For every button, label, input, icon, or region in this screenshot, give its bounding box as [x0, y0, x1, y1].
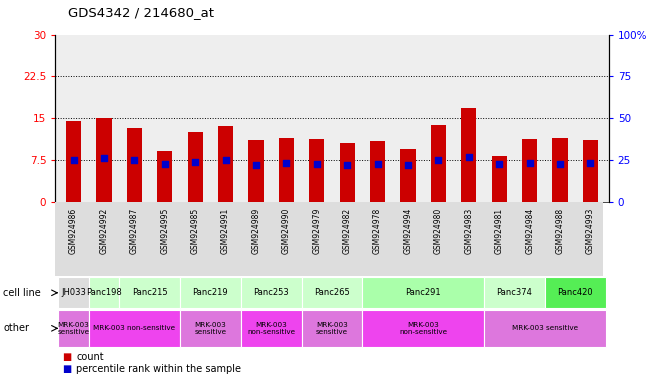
Bar — [59, 277, 89, 308]
Bar — [553, 137, 568, 202]
Bar — [157, 152, 173, 202]
Point — [585, 160, 596, 166]
Bar — [187, 132, 203, 202]
Text: Panc219: Panc219 — [193, 288, 229, 297]
Bar — [59, 310, 89, 347]
Text: Panc291: Panc291 — [406, 288, 441, 297]
Bar — [484, 310, 605, 347]
Text: cell line: cell line — [3, 288, 41, 298]
Text: GSM924989: GSM924989 — [251, 208, 260, 254]
Point — [494, 161, 505, 167]
Text: GSM924995: GSM924995 — [160, 208, 169, 254]
Text: MRK-003 sensitive: MRK-003 sensitive — [512, 325, 578, 331]
Bar — [241, 277, 301, 308]
Point — [281, 160, 292, 166]
Text: GSM924987: GSM924987 — [130, 208, 139, 254]
Bar — [119, 277, 180, 308]
Point — [99, 155, 109, 161]
Text: GSM924984: GSM924984 — [525, 208, 534, 254]
Text: GSM924986: GSM924986 — [69, 208, 78, 254]
Bar — [301, 310, 363, 347]
Bar — [127, 127, 142, 202]
Text: GSM924981: GSM924981 — [495, 208, 504, 254]
Point — [433, 157, 443, 163]
Text: GSM924985: GSM924985 — [191, 208, 200, 254]
Text: GSM924992: GSM924992 — [100, 208, 109, 254]
Point — [312, 161, 322, 167]
Bar — [180, 277, 241, 308]
Bar — [363, 277, 484, 308]
Bar — [218, 126, 233, 202]
Bar — [301, 277, 363, 308]
Text: GSM924980: GSM924980 — [434, 208, 443, 254]
Text: MRK-003
sensitive: MRK-003 sensitive — [195, 322, 227, 335]
Text: count: count — [76, 352, 104, 362]
Point — [342, 162, 352, 169]
Bar — [545, 277, 605, 308]
Point — [525, 160, 535, 166]
Bar — [431, 125, 446, 202]
Point — [129, 157, 139, 163]
Text: GSM924982: GSM924982 — [342, 208, 352, 254]
Bar — [370, 141, 385, 202]
Bar — [241, 310, 301, 347]
Text: MRK-003
sensitive: MRK-003 sensitive — [316, 322, 348, 335]
Point — [68, 157, 79, 163]
Bar — [340, 143, 355, 202]
Text: Panc253: Panc253 — [253, 288, 289, 297]
Point — [464, 154, 474, 160]
Text: Panc215: Panc215 — [132, 288, 167, 297]
Text: other: other — [3, 323, 29, 333]
Point — [403, 162, 413, 169]
Text: GSM924993: GSM924993 — [586, 208, 595, 254]
Text: GDS4342 / 214680_at: GDS4342 / 214680_at — [68, 6, 214, 19]
Bar — [96, 118, 111, 202]
Point — [221, 157, 231, 163]
Bar — [89, 310, 180, 347]
Point — [251, 162, 261, 169]
Bar — [461, 108, 477, 202]
Text: GSM924988: GSM924988 — [555, 208, 564, 254]
Bar — [492, 156, 507, 202]
Text: Panc198: Panc198 — [86, 288, 122, 297]
Text: MRK-003
non-sensitive: MRK-003 non-sensitive — [247, 322, 296, 335]
Bar — [309, 139, 324, 202]
Text: Panc374: Panc374 — [497, 288, 533, 297]
Text: GSM924978: GSM924978 — [373, 208, 382, 254]
Text: percentile rank within the sample: percentile rank within the sample — [76, 364, 241, 374]
Text: MRK-003
sensitive: MRK-003 sensitive — [57, 322, 90, 335]
Bar — [66, 121, 81, 202]
Bar — [180, 310, 241, 347]
Text: GSM924991: GSM924991 — [221, 208, 230, 254]
Point — [555, 161, 565, 167]
Text: Panc420: Panc420 — [557, 288, 593, 297]
Bar — [522, 139, 537, 202]
Text: GSM924979: GSM924979 — [312, 208, 322, 254]
Text: MRK-003 non-sensitive: MRK-003 non-sensitive — [93, 325, 176, 331]
Text: Panc265: Panc265 — [314, 288, 350, 297]
Bar — [583, 141, 598, 202]
Bar — [484, 277, 545, 308]
Bar — [400, 149, 415, 202]
Text: GSM924983: GSM924983 — [464, 208, 473, 254]
Text: JH033: JH033 — [61, 288, 86, 297]
Point — [190, 159, 201, 165]
Text: ■: ■ — [62, 364, 71, 374]
Bar — [89, 277, 119, 308]
Text: GSM924990: GSM924990 — [282, 208, 291, 254]
Point — [372, 161, 383, 167]
Bar — [249, 141, 264, 202]
Text: MRK-003
non-sensitive: MRK-003 non-sensitive — [399, 322, 447, 335]
Text: ■: ■ — [62, 352, 71, 362]
Bar — [363, 310, 484, 347]
Point — [159, 161, 170, 167]
Text: GSM924994: GSM924994 — [404, 208, 413, 254]
Bar — [279, 137, 294, 202]
